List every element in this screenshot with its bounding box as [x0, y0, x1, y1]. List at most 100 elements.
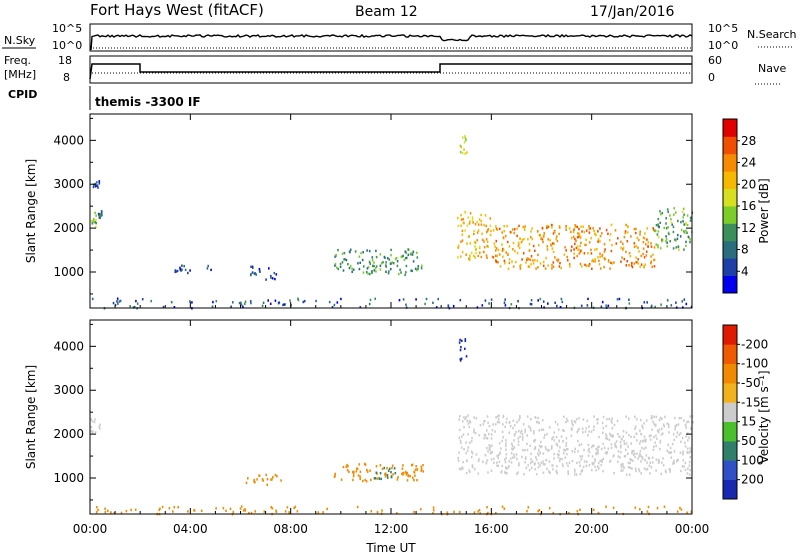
power-echo-cell [675, 246, 678, 249]
velocity-echo-cell [516, 420, 518, 424]
power-echo-cell [402, 254, 404, 258]
power-ytick-label: 2000 [53, 221, 84, 235]
power-echo-cell [566, 255, 568, 259]
velocity-echo-cell [556, 453, 559, 456]
velocity-echo-cell [666, 449, 668, 452]
velocity-echo-cell [515, 453, 518, 456]
power-echo-cell [367, 272, 369, 275]
velocity-echo-cell [576, 461, 578, 465]
velocity-echo-cell [597, 511, 600, 515]
velocity-echo-cell [644, 440, 647, 443]
velocity-echo-cell [364, 478, 366, 482]
velocity-echo-cell [595, 451, 597, 455]
power-echo-cell [506, 225, 508, 228]
power-ytick-label: 4000 [53, 133, 84, 147]
velocity-echo-cell [517, 443, 520, 446]
velocity-echo-cell [686, 420, 688, 424]
power-echo-cell [657, 235, 660, 239]
velocity-echo-cell [91, 420, 94, 423]
velocity-echo-cell [517, 471, 519, 474]
velocity-echo-cell [464, 417, 466, 420]
velocity-echo-cell [521, 433, 524, 436]
velocity-echo-cell [581, 427, 584, 430]
power-echo-cell [497, 248, 500, 252]
power-echo-cell [416, 256, 419, 259]
power-echo-cell [210, 268, 212, 272]
velocity-echo-cell [526, 510, 528, 513]
velocity-echo-cell [567, 470, 569, 473]
velocity-echo-cell [688, 451, 690, 454]
power-echo-cell [520, 241, 523, 244]
velocity-echo-cell [413, 471, 416, 474]
power-echo-cell [249, 300, 252, 303]
power-echo-cell [91, 297, 94, 301]
velocity-echo-cell [688, 473, 691, 476]
velocity-echo-cell [571, 419, 573, 423]
velocity-echo-cell [542, 428, 545, 431]
power-echo-cell [499, 265, 502, 268]
power-echo-cell [349, 248, 352, 251]
velocity-echo-cell [643, 435, 646, 438]
velocity-echo-cell [516, 457, 518, 461]
velocity-echo-cell [510, 461, 513, 464]
power-echo-cell [518, 246, 521, 250]
velocity-echo-cell [463, 416, 465, 419]
power-echo-cell [366, 267, 369, 270]
velocity-echo-cell [96, 506, 98, 509]
velocity-echo-cell [575, 418, 578, 421]
power-echo-cell [242, 305, 244, 308]
power-echo-cell [653, 246, 656, 249]
velocity-echo-cell [553, 457, 555, 460]
velocity-echo-cell [280, 479, 282, 482]
velocity-echo-cell [570, 434, 573, 437]
velocity-echo-cell [634, 425, 637, 428]
power-echo-cell [371, 271, 373, 275]
power-echo-cell [501, 231, 503, 234]
power-echo-cell [461, 151, 464, 155]
power-echo-cell [668, 232, 670, 236]
power-echo-cell [537, 299, 539, 302]
velocity-echo-cell [552, 511, 555, 515]
power-echo-cell [98, 216, 101, 220]
velocity-echo-cell [544, 446, 547, 449]
velocity-echo-cell [458, 428, 461, 432]
power-echo-cell [95, 225, 97, 229]
power-echo-cell [536, 259, 539, 262]
velocity-echo-cell [622, 462, 624, 466]
power-echo-cell [468, 258, 471, 261]
velocity-echo-cell [668, 423, 670, 426]
velocity-echo-cell [477, 472, 480, 475]
power-echo-cell [637, 238, 640, 242]
velocity-ytick-label: 4000 [53, 339, 84, 353]
velocity-echo-cell [177, 506, 179, 509]
power-echo-cell [387, 272, 390, 275]
power-echo-cell [565, 225, 567, 229]
power-echo-cell [371, 270, 373, 273]
power-echo-cell [597, 256, 599, 259]
power-echo-cell [399, 268, 401, 271]
velocity-echo-cell [627, 452, 629, 455]
power-echo-cell [425, 297, 428, 301]
velocity-echo-cell [565, 444, 567, 447]
power-echo-cell [577, 232, 579, 235]
power-echo-cell [180, 269, 182, 272]
velocity-echo-cell [537, 466, 540, 469]
velocity-echo-cell [502, 415, 504, 419]
velocity-echo-cell [511, 447, 513, 450]
velocity-echo-cell [597, 452, 599, 455]
power-echo-cell [461, 250, 464, 254]
power-echo-cell [435, 306, 438, 309]
velocity-echo-cell [222, 507, 225, 510]
power-echo-cell [462, 221, 465, 224]
velocity-echo-cell [632, 449, 635, 453]
power-echo-cell [594, 260, 596, 263]
power-echo-cell [176, 269, 179, 273]
power-echo-cell [631, 261, 633, 265]
velocity-echo-cell [611, 417, 613, 420]
velocity-echo-cell [664, 469, 667, 472]
velocity-echo-cell [374, 477, 377, 480]
power-echo-cell [405, 264, 408, 268]
velocity-echo-cell [560, 435, 563, 438]
power-echo-cell [184, 268, 187, 272]
power-echo-cell [578, 232, 581, 236]
